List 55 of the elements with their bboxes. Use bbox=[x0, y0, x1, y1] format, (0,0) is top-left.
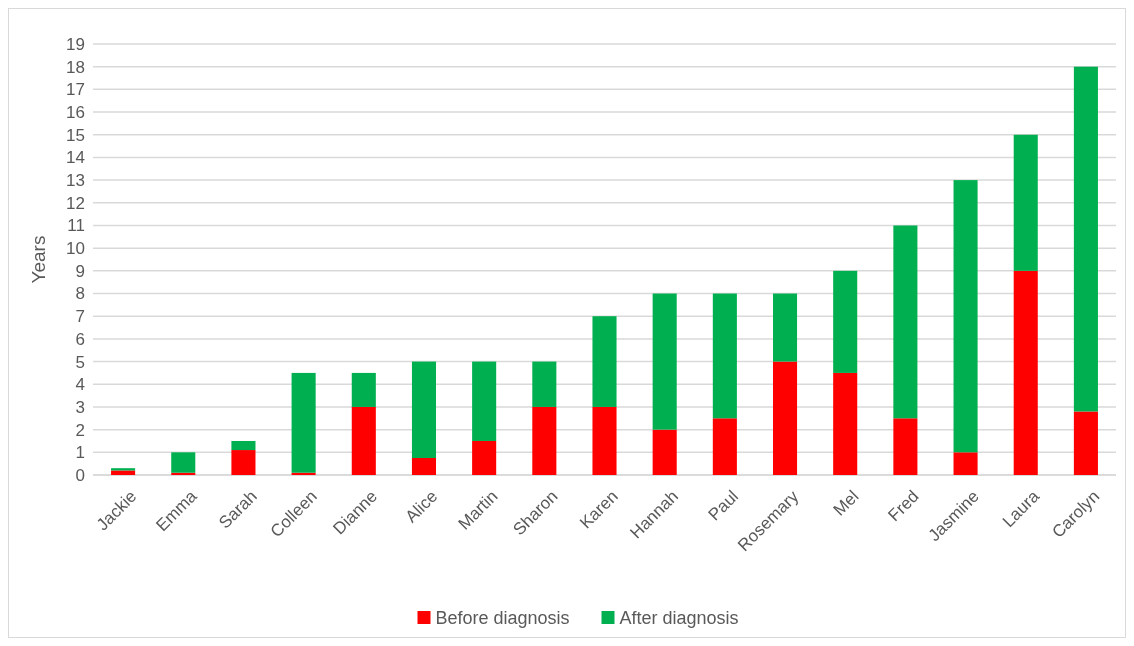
bar bbox=[231, 440, 256, 451]
y-tick-label: 8 bbox=[75, 284, 85, 304]
bar bbox=[592, 316, 617, 407]
bar bbox=[411, 361, 437, 458]
y-tick-label: 4 bbox=[75, 375, 85, 395]
y-tick-label: 14 bbox=[66, 148, 85, 168]
y-tick-label: 13 bbox=[66, 171, 85, 191]
y-tick-label: 2 bbox=[75, 420, 85, 440]
legend-label: Before diagnosis bbox=[435, 608, 570, 629]
bar bbox=[231, 450, 256, 475]
bar bbox=[351, 372, 376, 407]
bar bbox=[712, 293, 737, 419]
y-tick-label: 18 bbox=[66, 57, 85, 77]
bar bbox=[291, 372, 316, 473]
y-tick-label: 17 bbox=[66, 80, 85, 100]
bar bbox=[772, 293, 798, 362]
y-tick-label: 12 bbox=[66, 193, 85, 213]
bar bbox=[472, 440, 497, 475]
y-tick-label: 15 bbox=[66, 125, 85, 145]
bar bbox=[953, 452, 978, 475]
bar bbox=[833, 270, 858, 373]
bar bbox=[472, 361, 497, 441]
y-tick-label: 5 bbox=[75, 352, 85, 372]
bar bbox=[712, 418, 737, 475]
bar bbox=[953, 180, 978, 453]
bar bbox=[111, 470, 136, 475]
y-tick-label: 1 bbox=[75, 443, 85, 463]
bar bbox=[1073, 66, 1098, 412]
legend-label: After diagnosis bbox=[619, 608, 739, 629]
bar bbox=[833, 372, 858, 475]
x-tick-label: Mel bbox=[829, 486, 863, 520]
y-tick-label: 11 bbox=[67, 216, 85, 236]
bar bbox=[411, 457, 437, 475]
bar bbox=[532, 361, 557, 407]
bar bbox=[652, 429, 677, 475]
bar bbox=[532, 406, 557, 475]
y-tick-label: 6 bbox=[75, 329, 85, 349]
bar bbox=[592, 406, 617, 475]
y-tick-label: 7 bbox=[75, 307, 85, 327]
y-axis-title: Years bbox=[28, 235, 49, 284]
bar bbox=[893, 225, 918, 419]
bar bbox=[893, 418, 918, 475]
bar bbox=[351, 406, 376, 475]
bar bbox=[1013, 134, 1038, 271]
bar bbox=[772, 361, 798, 475]
y-tick-label: 16 bbox=[66, 103, 85, 122]
bar bbox=[1013, 270, 1038, 475]
bar bbox=[1073, 411, 1098, 475]
y-tick-label: 19 bbox=[66, 34, 85, 54]
y-tick-label: 0 bbox=[75, 465, 85, 485]
bar bbox=[171, 452, 196, 473]
y-tick-label: 10 bbox=[66, 239, 85, 259]
y-tick-label: 9 bbox=[75, 261, 85, 281]
bar bbox=[652, 293, 677, 430]
y-tick-label: 3 bbox=[75, 397, 85, 417]
